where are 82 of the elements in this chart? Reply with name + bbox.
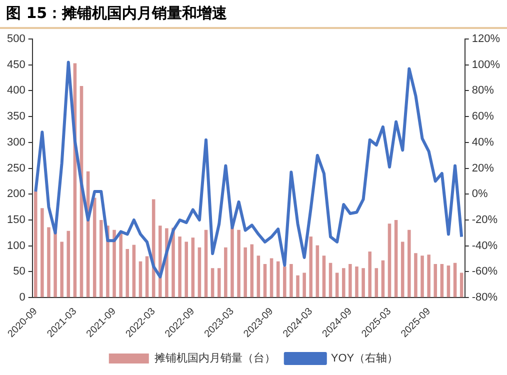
bar	[184, 242, 188, 298]
bar	[446, 266, 450, 298]
y2-tick-label: 60%	[472, 110, 494, 123]
y-tick-label: 350	[6, 110, 26, 123]
bar	[54, 231, 57, 298]
bar	[270, 258, 274, 298]
bar	[408, 230, 411, 298]
legend-label: YOY（右轴）	[330, 352, 398, 365]
y2-tick-label: -20%	[472, 214, 498, 226]
bar	[191, 238, 195, 298]
bar	[145, 256, 149, 298]
bar	[335, 272, 339, 298]
bar	[453, 262, 457, 298]
bar	[394, 220, 398, 298]
bar	[309, 236, 313, 298]
bar	[60, 242, 64, 298]
bar	[434, 264, 438, 298]
bar	[355, 266, 358, 298]
y-tick-label: 450	[6, 58, 26, 71]
y-tick-label: 100	[6, 240, 26, 252]
bar	[178, 236, 182, 298]
y2-tick-label: 120%	[472, 33, 500, 46]
y-tick-label: 500	[6, 33, 26, 46]
chart-title: 图 15：摊铺机国内月销量和增速	[0, 0, 507, 29]
bar	[250, 244, 254, 298]
bar	[112, 230, 116, 298]
y-tick-label: 0	[19, 292, 26, 304]
y2-tick-label: 0%	[472, 188, 488, 200]
y-tick-label: 300	[6, 136, 26, 148]
bar	[342, 268, 346, 298]
bar	[296, 275, 300, 298]
bar	[217, 268, 221, 298]
bar	[138, 261, 142, 298]
bar	[263, 264, 267, 298]
bar	[210, 268, 214, 298]
bar	[427, 254, 430, 298]
bar	[132, 244, 136, 298]
bar	[34, 192, 38, 298]
y2-tick-label: -80%	[472, 292, 498, 304]
bar	[328, 262, 332, 298]
bar	[47, 227, 50, 298]
bar	[460, 272, 464, 298]
bar	[440, 264, 444, 298]
bar	[244, 247, 247, 298]
bar	[198, 247, 202, 298]
bar	[400, 242, 404, 298]
bar	[230, 228, 234, 298]
bar	[204, 230, 208, 298]
bar	[316, 245, 320, 298]
y2-tick-label: 80%	[472, 84, 494, 97]
bar	[66, 230, 70, 298]
y-tick-label: 250	[6, 162, 26, 174]
bar	[256, 256, 260, 298]
bar	[381, 260, 385, 298]
y-tick-label: 50	[13, 266, 26, 278]
bar	[290, 264, 293, 298]
y2-tick-label: 20%	[472, 162, 494, 174]
bar	[362, 268, 365, 298]
bar	[283, 266, 286, 298]
bar	[100, 220, 103, 298]
y2-tick-label: -40%	[472, 240, 498, 252]
bar	[368, 252, 372, 298]
legend-label: 摊铺机国内月销量（台）	[154, 352, 276, 365]
bar	[276, 261, 280, 298]
y2-tick-label: 40%	[472, 136, 494, 148]
bar	[414, 253, 418, 298]
bar	[348, 264, 352, 298]
bar	[374, 268, 378, 298]
bar	[237, 230, 240, 298]
bar	[119, 233, 122, 298]
bar	[388, 224, 392, 298]
y-tick-label: 400	[6, 84, 26, 97]
bar	[126, 248, 130, 298]
bar	[302, 272, 306, 298]
y-tick-label: 150	[6, 214, 26, 226]
bar	[224, 247, 228, 298]
bar	[40, 208, 44, 298]
y2-tick-label: -60%	[472, 266, 498, 278]
bar	[420, 256, 424, 298]
y-tick-label: 200	[6, 188, 26, 200]
bar	[322, 256, 326, 298]
y2-tick-label: 100%	[472, 58, 500, 71]
